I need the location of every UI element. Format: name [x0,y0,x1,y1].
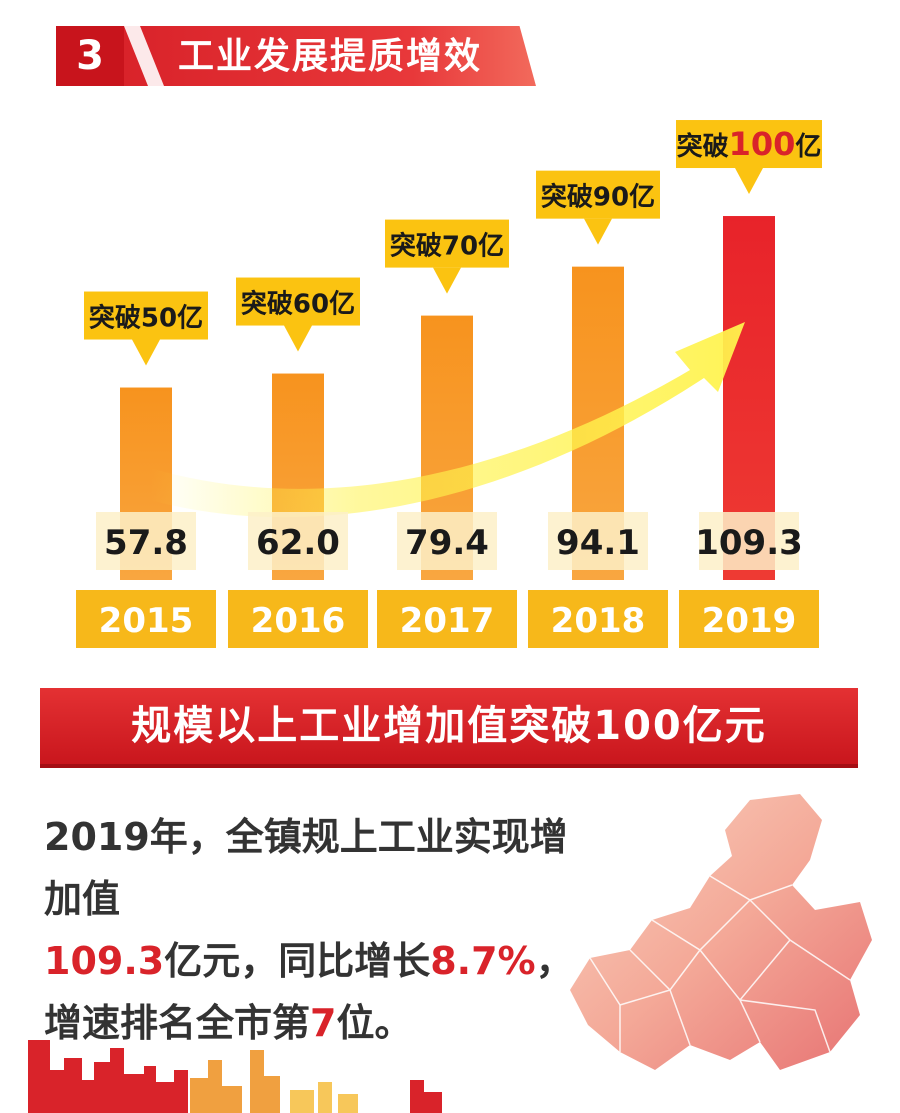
milestone-unit: 亿 [329,290,355,320]
milestone-prefix: 突破 [390,231,442,262]
callout-box [676,120,822,169]
milestone-unit: 亿 [177,304,203,334]
summary-text: 2019年，全镇规上工业实现增加值 109.3亿元，同比增长8.7%， 增速排名… [44,806,604,1054]
milestone-label-2015: 突破50亿 [89,303,203,334]
section-title-bar [124,26,536,86]
summary-line-3: 增速排名全市第7位。 [44,992,604,1054]
value-label-box [248,512,348,570]
year-label-2019: 2019 [702,601,797,641]
milestone-label-2017: 突破70亿 [390,231,504,262]
value-label-box [397,512,497,570]
value-label-2019: 109.3 [695,523,803,563]
milestone-amount: 90 [593,183,629,213]
milestone-callout-2015: 突破50亿 [84,291,208,366]
milestone-prefix: 突破 [541,182,593,213]
year-box [528,590,668,648]
summary-line-3-start: 增速排名全市第 [44,1001,311,1045]
summary-growth: 8.7% [430,939,536,983]
callout-pointer [584,218,612,245]
summary-line-3-end: 位。 [336,1001,413,1045]
value-label-box [699,512,799,570]
callout-pointer [132,339,160,366]
callout-box [536,170,660,219]
summary-value: 109.3 [44,939,165,983]
section-header: 3 工业发展提质增效 [0,0,900,110]
summary-line-2: 109.3亿元，同比增长8.7%， [44,930,604,992]
summary-line-2-mid: 亿元，同比增长 [164,939,431,983]
year-label-2015: 2015 [99,601,194,641]
year-label-2017: 2017 [400,601,495,641]
headline-banner-bg [40,688,858,764]
value-label-2016: 62.0 [256,523,340,563]
milestone-callout-2016: 突破60亿 [236,277,360,352]
callout-box [84,291,208,340]
callout-pointer [735,168,763,195]
callout-box [236,277,360,326]
callout-box [385,219,509,268]
industrial-value-bar-chart: 57.82015突破50亿62.02016突破60亿79.42017突破70亿9… [76,120,822,648]
milestone-amount: 70 [442,232,478,262]
value-label-2015: 57.8 [104,523,188,563]
milestone-prefix: 突破 [677,131,729,162]
milestone-prefix: 突破 [241,289,293,320]
year-box [228,590,368,648]
milestone-unit: 亿 [795,132,821,162]
callout-pointer [433,267,461,294]
milestone-label-2018: 突破90亿 [541,182,655,213]
city-map-icon [570,794,872,1070]
milestone-callout-2019: 突破100亿 [676,120,822,195]
value-label-box [548,512,648,570]
year-box [377,590,517,648]
milestone-unit: 亿 [629,183,655,213]
year-box [679,590,819,648]
section-number: 3 [56,26,124,86]
callout-pointer [284,325,312,352]
city-skyline-icon [28,1040,442,1113]
year-label-2016: 2016 [251,601,346,641]
value-label-2017: 79.4 [405,523,489,563]
milestone-amount: 50 [141,304,177,334]
headline-banner: 规模以上工业增加值突破100亿元 [131,703,767,749]
milestone-prefix: 突破 [89,303,141,334]
milestone-amount: 100 [729,125,796,163]
growth-arrow [150,322,745,518]
year-label-2018: 2018 [551,601,646,641]
milestone-callout-2018: 突破90亿 [536,170,660,245]
summary-line-2-end: ， [535,939,574,983]
value-label-2018: 94.1 [556,523,640,563]
milestone-amount: 60 [293,290,329,320]
milestone-callout-2017: 突破70亿 [385,219,509,294]
value-label-box [96,512,196,570]
summary-rank: 7 [310,1001,337,1045]
milestone-label-2019: 突破100亿 [677,125,822,163]
milestone-unit: 亿 [478,232,504,262]
section-title: 工业发展提质增效 [178,36,483,77]
year-box [76,590,216,648]
summary-line-1: 2019年，全镇规上工业实现增加值 [44,815,568,921]
milestone-label-2016: 突破60亿 [241,289,355,320]
